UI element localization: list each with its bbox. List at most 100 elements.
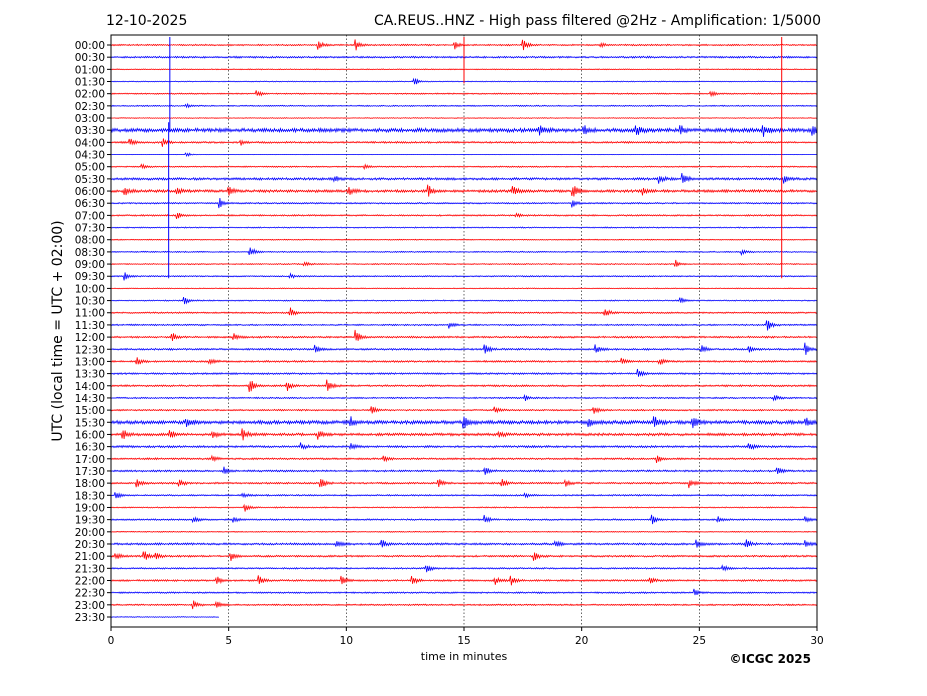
y-tick-label: 06:00 — [75, 186, 105, 198]
y-tick-label: 20:00 — [75, 527, 105, 539]
y-tick-label: 14:30 — [75, 393, 105, 405]
trace-1100 — [110, 307, 818, 316]
grid-lines — [228, 35, 700, 627]
chart-title: CA.REUS..HNZ - High pass filtered @2Hz -… — [374, 13, 821, 29]
trace-2300 — [110, 600, 818, 610]
copyright-label: ©ICGC 2025 — [729, 652, 811, 666]
y-tick-label: 03:00 — [75, 113, 105, 125]
y-tick-label: 23:00 — [75, 600, 105, 612]
trace-1730 — [110, 466, 818, 475]
y-tick-label: 14:00 — [75, 381, 105, 393]
trace-0830 — [110, 247, 818, 257]
y-tick-label: 23:30 — [75, 612, 105, 624]
trace-2230 — [110, 588, 818, 596]
y-tick-label: 16:30 — [75, 442, 105, 454]
trace-0630 — [110, 198, 818, 209]
trace-1900 — [110, 503, 818, 512]
trace-0700 — [110, 212, 818, 220]
y-tick-label: 18:30 — [75, 490, 105, 502]
y-axis: 00:0000:3001:0001:3002:0002:3003:0003:30… — [75, 40, 111, 624]
y-tick-label: 10:30 — [75, 296, 105, 308]
trace-1330 — [110, 368, 818, 377]
y-tick-label: 09:30 — [75, 271, 105, 283]
y-tick-label: 21:00 — [75, 551, 105, 563]
y-tick-label: 03:30 — [75, 125, 105, 137]
trace-0600 — [110, 184, 818, 197]
trace-1030 — [110, 297, 818, 305]
y-tick-label: 07:00 — [75, 210, 105, 222]
y-tick-label: 21:30 — [75, 563, 105, 575]
trace-1000 — [110, 287, 818, 290]
y-tick-label: 08:30 — [75, 247, 105, 259]
trace-1800 — [110, 478, 818, 489]
y-tick-label: 13:00 — [75, 356, 105, 368]
trace-1230 — [110, 342, 818, 355]
trace-0430 — [110, 152, 818, 157]
y-tick-label: 18:00 — [75, 478, 105, 490]
trace-1130 — [110, 320, 818, 331]
y-tick-label: 01:00 — [75, 64, 105, 76]
y-tick-label: 02:30 — [75, 101, 105, 113]
y-tick-label: 08:00 — [75, 235, 105, 247]
y-tick-label: 06:30 — [75, 198, 105, 210]
x-tick-label: 5 — [225, 635, 232, 647]
trace-1930 — [110, 514, 818, 525]
x-tick-label: 10 — [340, 635, 353, 647]
y-tick-label: 15:30 — [75, 417, 105, 429]
long-spikes — [168, 37, 783, 279]
trace-0930 — [110, 272, 818, 281]
y-tick-label: 00:00 — [75, 40, 105, 52]
trace-0330 — [110, 125, 818, 137]
y-tick-label: 11:00 — [75, 308, 105, 320]
y-tick-label: 17:00 — [75, 454, 105, 466]
trace-2100 — [110, 551, 818, 561]
trace-1200 — [110, 329, 818, 342]
trace-2130 — [110, 564, 818, 573]
chart-date: 12-10-2025 — [106, 13, 187, 29]
trace-0500 — [110, 163, 818, 171]
y-tick-label: 12:30 — [75, 344, 105, 356]
y-tick-label: 00:30 — [75, 52, 105, 64]
y-tick-label: 13:30 — [75, 369, 105, 381]
trace-1700 — [110, 454, 818, 463]
y-tick-label: 05:00 — [75, 162, 105, 174]
trace-0800 — [110, 238, 818, 241]
trace-0300 — [110, 117, 818, 119]
x-tick-label: 15 — [457, 635, 470, 647]
y-tick-label: 04:00 — [75, 137, 105, 149]
y-tick-label: 19:30 — [75, 515, 105, 527]
y-tick-label: 09:00 — [75, 259, 105, 271]
trace-0200 — [110, 90, 818, 98]
y-tick-label: 15:00 — [75, 405, 105, 417]
y-tick-label: 22:30 — [75, 588, 105, 600]
trace-1830 — [110, 492, 818, 499]
trace-1430 — [110, 393, 818, 402]
trace-0530 — [110, 173, 818, 184]
x-tick-label: 0 — [108, 635, 115, 647]
trace-0730 — [110, 226, 818, 229]
trace-1400 — [110, 379, 818, 393]
y-axis-label: UTC (local time = UTC + 02:00) — [50, 220, 66, 441]
y-tick-label: 01:30 — [75, 77, 105, 89]
y-tick-label: 19:00 — [75, 502, 105, 514]
trace-2330 — [110, 616, 220, 618]
y-tick-label: 10:00 — [75, 283, 105, 295]
trace-0400 — [110, 138, 818, 147]
x-tick-label: 20 — [575, 635, 588, 647]
x-axis: 0 5 10 15 20 25 30 — [108, 627, 824, 647]
y-tick-label: 20:30 — [75, 539, 105, 551]
trace-1530 — [110, 416, 818, 429]
trace-1300 — [110, 357, 818, 366]
trace-2000 — [110, 530, 818, 533]
y-tick-label: 17:30 — [75, 466, 105, 478]
y-tick-label: 04:30 — [75, 150, 105, 162]
trace-2030 — [110, 539, 818, 548]
trace-1630 — [110, 442, 818, 451]
trace-1600 — [110, 428, 818, 441]
y-tick-label: 11:30 — [75, 320, 105, 332]
x-tick-label: 30 — [810, 635, 823, 647]
x-tick-label: 25 — [693, 635, 706, 647]
y-tick-label: 16:00 — [75, 429, 105, 441]
y-tick-label: 12:00 — [75, 332, 105, 344]
